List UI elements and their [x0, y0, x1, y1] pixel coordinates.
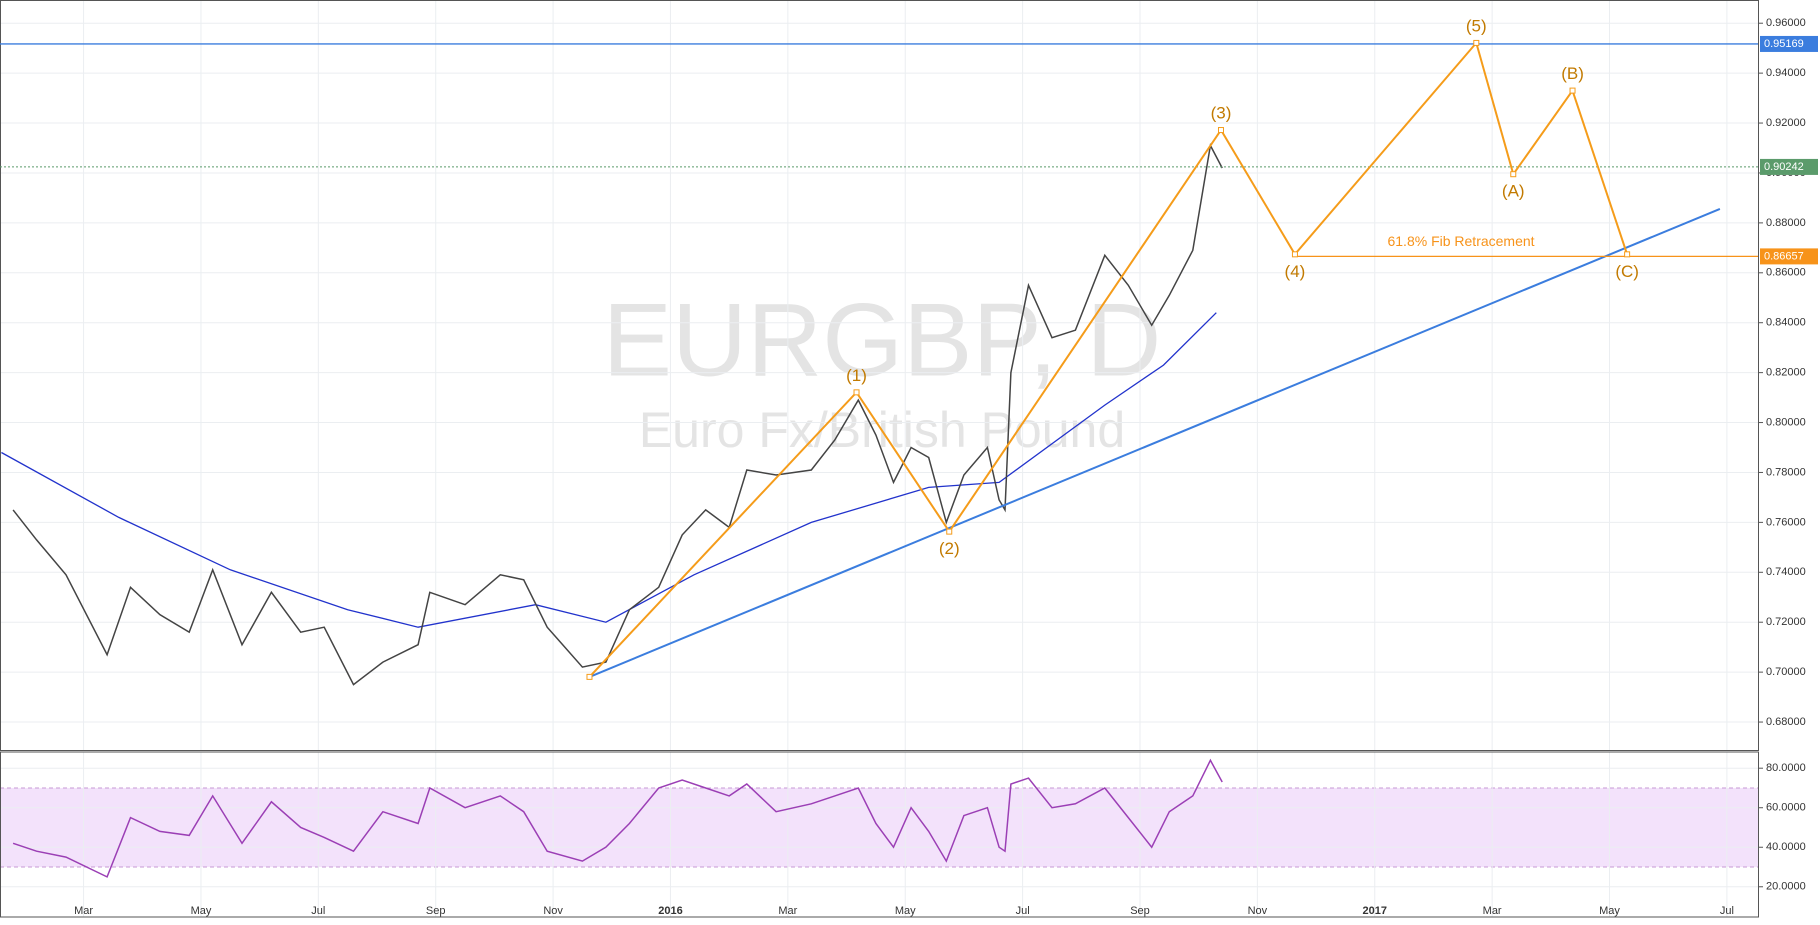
price-level-label: 0.86657: [1764, 250, 1804, 262]
y-tick-label: 0.94000: [1766, 67, 1806, 79]
y-tick-label: 40.0000: [1766, 841, 1806, 853]
y-tick-label: 60.0000: [1766, 802, 1806, 814]
x-tick-label: Mar: [74, 905, 93, 917]
wave-label: (B): [1561, 64, 1584, 83]
x-tick-label: May: [191, 905, 212, 917]
wave-label: (4): [1285, 262, 1306, 281]
x-tick-label: Jul: [1720, 905, 1734, 917]
price-level-box: [1760, 158, 1818, 175]
x-tick-label: Jul: [1016, 905, 1030, 917]
y-tick-label: 0.82000: [1766, 367, 1806, 379]
wave-point: [1291, 251, 1298, 258]
y-tick-label: 0.70000: [1766, 666, 1806, 678]
wave-point: [586, 673, 593, 680]
wave-label: (C): [1615, 262, 1639, 281]
price-level-box: [1760, 248, 1818, 265]
y-tick-label: 0.92000: [1766, 117, 1806, 129]
moving-average: [1, 312, 1217, 628]
y-tick-label: 0.80000: [1766, 416, 1806, 428]
price-line: [12, 758, 1223, 878]
rsi-panel-frame: [0, 751, 1759, 918]
y-tick-label: 0.84000: [1766, 317, 1806, 329]
y-tick-label: 0.72000: [1766, 616, 1806, 628]
x-tick-label: May: [895, 905, 916, 917]
wave-label: (5): [1466, 16, 1487, 35]
y-tick-label: 0.74000: [1766, 566, 1806, 578]
trend-line: [589, 207, 1721, 678]
wave-label: (A): [1502, 182, 1525, 201]
x-tick-label: Sep: [1130, 905, 1150, 917]
y-tick-label: 0.86000: [1766, 267, 1806, 279]
x-tick-label: Nov: [1248, 905, 1268, 917]
price-level-label: 0.95169: [1764, 38, 1804, 50]
x-tick-label: May: [1599, 905, 1620, 917]
y-tick-label: 0.76000: [1766, 516, 1806, 528]
wave-point: [1624, 251, 1631, 258]
x-tick-label: Sep: [426, 905, 446, 917]
wave-point: [1473, 39, 1480, 46]
wave-label: (2): [939, 539, 960, 558]
wave-point: [1217, 127, 1224, 134]
wave-point: [946, 528, 953, 535]
wave-label: (3): [1211, 104, 1232, 123]
y-tick-label: 0.78000: [1766, 466, 1806, 478]
x-tick-label: 2017: [1363, 905, 1387, 917]
wave-label: (1): [846, 366, 867, 385]
watermark-symbol: EURGBP, D: [603, 282, 1162, 398]
x-tick-label: Mar: [1483, 905, 1502, 917]
y-tick-label: 0.96000: [1766, 17, 1806, 29]
x-tick-label: Nov: [543, 905, 563, 917]
wave-point: [1569, 87, 1576, 94]
y-tick-label: 0.88000: [1766, 217, 1806, 229]
y-tick-label: 0.68000: [1766, 716, 1806, 728]
price-level-label: 0.90242: [1764, 161, 1804, 173]
wave-point: [853, 389, 860, 396]
x-tick-label: Mar: [778, 905, 797, 917]
price-level-box: [1760, 35, 1818, 52]
y-tick-label: 80.0000: [1766, 762, 1806, 774]
x-tick-label: 2016: [658, 905, 682, 917]
x-tick-label: Jul: [311, 905, 325, 917]
wave-point: [1510, 171, 1517, 178]
fib-annotation: 61.8% Fib Retracement: [1387, 233, 1534, 249]
y-tick-label: 20.0000: [1766, 881, 1806, 893]
price-panel-frame: [0, 0, 1759, 751]
price-line: [12, 143, 1223, 686]
